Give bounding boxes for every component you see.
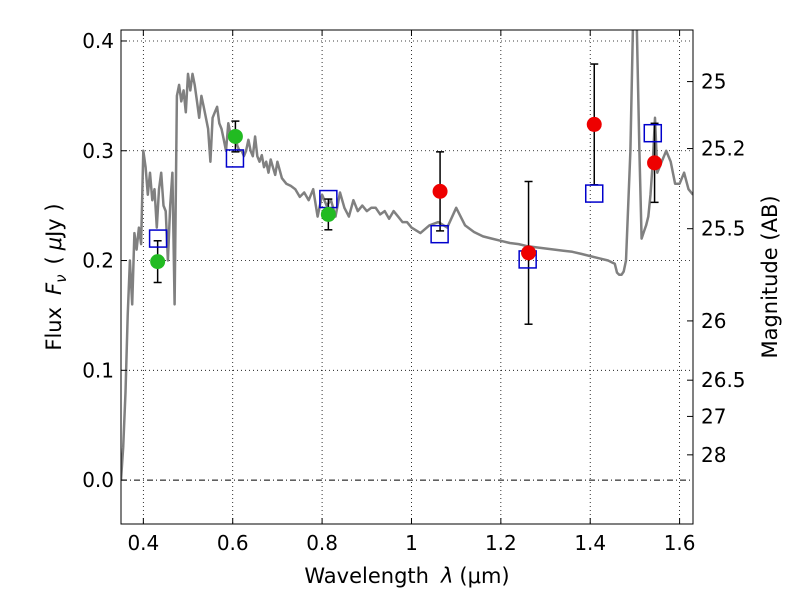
- model-spectrum: [121, 30, 693, 481]
- x-tick-label: 0.4: [127, 531, 159, 555]
- nir-data-point: [432, 183, 448, 199]
- y2-ticks: 25 25.2 25.5 26 26.5 27 28: [687, 70, 746, 467]
- y2-tick-label: 25.5: [701, 217, 746, 241]
- y-tick-label: 0.2: [82, 249, 114, 273]
- data-points: [148, 116, 663, 270]
- optical-data-point: [320, 206, 336, 222]
- x-ticks: 0.4 0.6 0.8 1 1.2 1.4 1.6: [127, 30, 696, 555]
- x-tick-label: 1: [405, 531, 418, 555]
- x-tick-label: 1.2: [485, 531, 517, 555]
- x-tick-label: 0.8: [306, 531, 338, 555]
- y-tick-label: 0.3: [82, 139, 114, 163]
- y2-axis-label: Magnitude (AB): [758, 195, 782, 358]
- nir-data-point: [647, 155, 663, 171]
- nir-data-point: [586, 116, 602, 132]
- grid-lines: [121, 30, 693, 524]
- y-tick-label: 0.1: [82, 358, 114, 382]
- optical-data-point: [227, 128, 243, 144]
- optical-data-point: [150, 254, 166, 270]
- nir-data-point: [521, 245, 537, 261]
- model-spectrum-line: [121, 30, 693, 481]
- y2-tick-label: 25.2: [701, 137, 746, 161]
- x-axis-label: Wavelength λ (μm): [304, 564, 509, 588]
- x-tick-label: 1.4: [574, 531, 606, 555]
- synthetic-photometry-square: [643, 123, 663, 143]
- y2-tick-label: 27: [701, 404, 726, 428]
- x-tick-label: 0.6: [217, 531, 249, 555]
- y2-tick-label: 25: [701, 70, 726, 94]
- x-tick-label: 1.6: [664, 531, 696, 555]
- y2-tick-label: 26.5: [701, 368, 746, 392]
- y-ticks: 0.0 0.1 0.2 0.3 0.4: [82, 29, 127, 492]
- synthetic-photometry-square: [148, 229, 168, 248]
- y2-tick-label: 28: [701, 443, 726, 467]
- y-tick-label: 0.4: [82, 29, 114, 53]
- synthetic-photometry-square: [225, 149, 245, 168]
- y-axis-label: FluxFν(μJy ): [42, 203, 70, 350]
- y-tick-label: 0.0: [82, 468, 114, 492]
- y2-tick-label: 26: [701, 309, 726, 333]
- synthetic-photometry-square: [584, 184, 604, 203]
- plot-frame: [120, 29, 694, 525]
- error-bars: [153, 63, 659, 325]
- synthetic-photometry-square: [430, 224, 449, 244]
